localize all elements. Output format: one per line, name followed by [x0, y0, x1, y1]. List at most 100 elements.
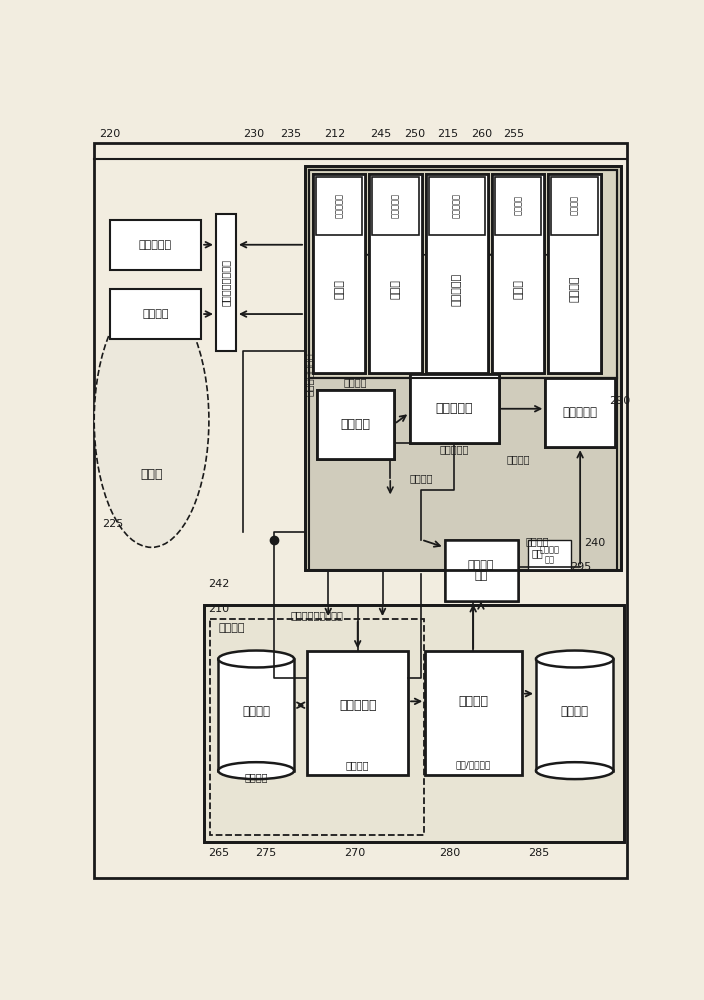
- Text: 250: 250: [404, 129, 425, 139]
- Bar: [372, 177, 419, 235]
- Bar: [426, 174, 488, 373]
- Text: 225: 225: [102, 519, 123, 529]
- Bar: [218, 659, 294, 771]
- Text: 服务提供方: 服务提供方: [139, 240, 172, 250]
- Bar: [309, 378, 617, 570]
- Text: 通信层内容: 通信层内容: [334, 193, 344, 218]
- Ellipse shape: [94, 293, 209, 547]
- Bar: [425, 651, 522, 775]
- Text: 互联网应用: 互联网应用: [452, 273, 462, 306]
- Bar: [317, 389, 394, 459]
- Text: 285: 285: [528, 848, 549, 858]
- Bar: [309, 170, 617, 378]
- Bar: [429, 177, 485, 235]
- Bar: [313, 174, 365, 373]
- Bar: [370, 174, 422, 373]
- Bar: [548, 174, 601, 373]
- Text: 推荐内容
广告: 推荐内容 广告: [526, 537, 549, 558]
- Bar: [492, 174, 544, 373]
- Text: 构架控制器: 构架控制器: [435, 402, 472, 415]
- Text: 英特尔个性化服务: 英特尔个性化服务: [221, 259, 231, 306]
- Text: 内容播放器: 内容播放器: [562, 406, 598, 419]
- Text: 推荐引擎: 推荐引擎: [458, 695, 488, 708]
- Text: 260: 260: [471, 129, 492, 139]
- Text: 显示垫: 显示垫: [513, 279, 523, 299]
- Bar: [551, 177, 598, 235]
- Text: 显示内容: 显示内容: [514, 195, 522, 215]
- Text: 235: 235: [280, 129, 301, 139]
- Text: 通信层内容: 通信层内容: [453, 193, 461, 218]
- Bar: [551, 177, 598, 235]
- Text: 245: 245: [370, 129, 391, 139]
- Text: 265: 265: [208, 848, 230, 858]
- Text: 240: 240: [584, 538, 605, 548]
- Bar: [495, 177, 541, 235]
- Bar: [548, 174, 601, 373]
- Text: 推荐内容
广告: 推荐内容 广告: [539, 545, 559, 565]
- Bar: [308, 651, 408, 775]
- Text: 在线存储: 在线存储: [142, 309, 169, 319]
- Ellipse shape: [536, 651, 613, 667]
- Text: 背景历史: 背景历史: [346, 760, 370, 770]
- Bar: [495, 177, 541, 235]
- Text: 概况存储: 概况存储: [242, 705, 270, 718]
- Bar: [536, 659, 613, 771]
- Text: 应用安装
引擎: 应用安装 引擎: [467, 560, 494, 581]
- Text: 互联网: 互联网: [140, 468, 163, 481]
- Text: 230: 230: [243, 129, 264, 139]
- Text: 255: 255: [503, 129, 524, 139]
- Text: 通信层内容: 通信层内容: [391, 193, 400, 218]
- Text: 242: 242: [208, 579, 230, 589]
- Text: 通信内容: 通信内容: [344, 377, 367, 387]
- Bar: [305, 166, 621, 570]
- Text: 内容存储: 内容存储: [560, 705, 589, 718]
- Text: 构架控制器: 构架控制器: [435, 402, 472, 415]
- Text: 210: 210: [208, 604, 230, 614]
- Bar: [305, 166, 621, 570]
- Bar: [309, 170, 617, 378]
- Text: 220: 220: [99, 129, 120, 139]
- Bar: [410, 374, 498, 443]
- Text: 通信垫: 通信垫: [391, 279, 401, 299]
- Bar: [528, 540, 571, 570]
- Text: 应用安装
引擎: 应用安装 引擎: [467, 560, 494, 581]
- Text: 概况共享（可选用）: 概况共享（可选用）: [290, 610, 343, 620]
- Text: 215: 215: [436, 129, 458, 139]
- Text: 显示内容: 显示内容: [570, 195, 579, 215]
- Text: 270: 270: [344, 848, 365, 858]
- Bar: [426, 174, 488, 373]
- Text: 活动控制: 活动控制: [442, 361, 465, 371]
- Bar: [444, 540, 518, 601]
- Text: 通信层: 通信层: [334, 279, 344, 299]
- Ellipse shape: [218, 651, 294, 667]
- Bar: [546, 378, 615, 447]
- Bar: [316, 177, 363, 235]
- Ellipse shape: [218, 762, 294, 779]
- Text: 概况发生器: 概况发生器: [339, 699, 377, 712]
- Text: 212: 212: [325, 129, 346, 139]
- Bar: [204, 605, 624, 842]
- Bar: [546, 378, 615, 447]
- Text: 显示垫: 显示垫: [513, 279, 523, 299]
- Bar: [110, 289, 201, 339]
- Text: 显示内容: 显示内容: [570, 195, 579, 215]
- Text: 通信层内容: 通信层内容: [391, 193, 400, 218]
- Text: 通信垫: 通信垫: [391, 279, 401, 299]
- Bar: [444, 540, 518, 601]
- Text: 用户输入: 用户输入: [340, 418, 370, 431]
- Bar: [110, 220, 201, 270]
- Text: 显示内容: 显示内容: [514, 195, 522, 215]
- Text: 内容播放器: 内容播放器: [562, 406, 598, 419]
- Text: 显示内容: 显示内容: [506, 454, 530, 464]
- Text: 屏幕上背景: 屏幕上背景: [439, 445, 468, 455]
- Text: 290: 290: [610, 396, 631, 406]
- Text: 显示引擎: 显示引擎: [570, 276, 579, 302]
- Text: 当前活动: 当前活动: [410, 473, 433, 483]
- Text: 显示引擎: 显示引擎: [570, 276, 579, 302]
- Text: 互联网应用: 互联网应用: [452, 273, 462, 306]
- Text: 背景历史: 背景历史: [244, 772, 268, 782]
- Bar: [372, 177, 419, 235]
- Bar: [317, 389, 394, 459]
- Text: 295: 295: [570, 562, 591, 572]
- Text: 通信层内容: 通信层内容: [453, 193, 461, 218]
